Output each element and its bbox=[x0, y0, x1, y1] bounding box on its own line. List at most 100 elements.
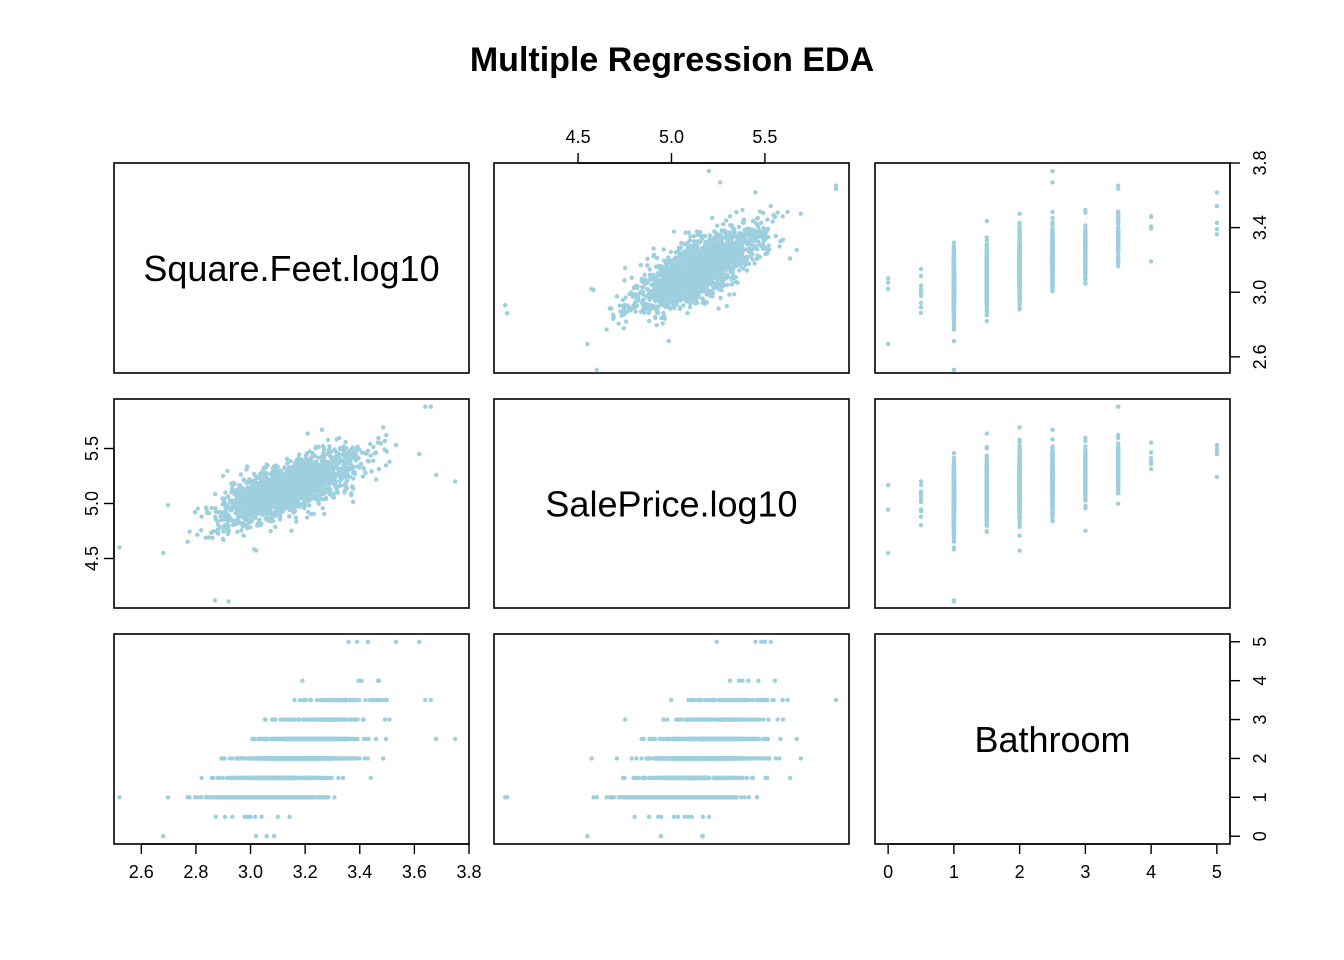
data-point bbox=[654, 255, 660, 261]
data-point bbox=[695, 232, 701, 238]
data-point bbox=[1017, 285, 1022, 290]
data-point bbox=[683, 276, 689, 281]
data-point bbox=[658, 302, 663, 307]
data-point bbox=[762, 227, 768, 232]
data-point bbox=[984, 318, 989, 324]
panel-price-vs-sqft bbox=[493, 162, 850, 374]
data-point bbox=[725, 246, 731, 251]
data-point bbox=[668, 249, 674, 255]
data-point bbox=[700, 251, 706, 256]
data-point bbox=[1017, 280, 1022, 285]
data-point bbox=[770, 219, 775, 224]
data-point bbox=[642, 310, 647, 315]
data-point bbox=[273, 524, 278, 530]
data-point bbox=[703, 301, 708, 306]
data-point bbox=[710, 283, 715, 289]
data-point bbox=[655, 264, 660, 269]
data-point bbox=[722, 234, 727, 240]
data-point bbox=[198, 528, 204, 533]
data-point bbox=[706, 168, 712, 174]
data-point bbox=[697, 280, 702, 285]
data-point bbox=[691, 268, 696, 274]
data-point bbox=[686, 248, 691, 253]
data-point bbox=[984, 291, 989, 296]
data-point bbox=[738, 241, 743, 246]
data-point bbox=[716, 306, 721, 311]
data-point bbox=[759, 231, 764, 236]
data-point bbox=[294, 519, 299, 524]
data-point bbox=[984, 272, 989, 277]
data-point bbox=[719, 228, 724, 233]
data-point bbox=[709, 277, 714, 283]
data-point bbox=[646, 288, 652, 294]
data-point bbox=[663, 267, 669, 273]
data-point bbox=[655, 271, 661, 276]
data-point bbox=[772, 214, 778, 220]
data-point bbox=[1116, 248, 1121, 253]
data-point bbox=[720, 280, 726, 285]
data-point bbox=[712, 247, 717, 253]
data-point bbox=[1050, 261, 1055, 266]
data-point bbox=[681, 303, 686, 308]
data-point bbox=[725, 241, 730, 247]
data-point bbox=[885, 286, 891, 292]
chart-title: Multiple Regression EDA bbox=[470, 41, 874, 79]
data-point bbox=[723, 229, 728, 234]
data-point bbox=[752, 246, 757, 251]
data-point bbox=[1050, 246, 1055, 252]
data-point bbox=[661, 258, 667, 263]
data-point bbox=[951, 285, 957, 291]
data-point bbox=[680, 292, 685, 297]
data-point bbox=[766, 243, 771, 248]
data-point bbox=[738, 231, 744, 236]
data-point bbox=[742, 231, 748, 236]
data-point bbox=[732, 260, 737, 265]
data-point bbox=[623, 319, 629, 324]
data-point bbox=[1017, 229, 1022, 234]
data-point bbox=[755, 215, 761, 221]
data-point bbox=[693, 301, 698, 306]
variable-label-sqft: Square.Feet.log10 bbox=[143, 248, 439, 289]
data-point bbox=[1017, 271, 1022, 276]
data-point bbox=[1050, 221, 1055, 226]
data-point bbox=[709, 271, 714, 276]
data-point bbox=[1083, 281, 1088, 286]
data-point bbox=[369, 469, 374, 474]
data-point bbox=[1116, 258, 1121, 264]
data-point bbox=[687, 298, 692, 304]
data-point bbox=[780, 214, 785, 219]
data-point bbox=[690, 245, 696, 251]
data-point bbox=[951, 278, 957, 283]
data-point bbox=[726, 255, 732, 261]
data-point bbox=[710, 290, 715, 296]
data-point bbox=[628, 290, 634, 295]
data-point bbox=[787, 256, 793, 261]
data-point bbox=[665, 262, 670, 268]
data-point bbox=[691, 278, 696, 283]
data-point bbox=[1214, 203, 1220, 209]
data-point bbox=[733, 251, 738, 257]
data-point bbox=[674, 265, 679, 270]
data-point bbox=[297, 452, 302, 457]
data-point bbox=[220, 473, 226, 478]
data-point bbox=[199, 514, 204, 519]
data-point bbox=[685, 263, 691, 268]
data-point bbox=[1214, 190, 1220, 195]
data-point bbox=[785, 209, 790, 215]
data-point bbox=[383, 463, 389, 468]
data-point bbox=[226, 494, 231, 499]
data-point bbox=[187, 529, 192, 534]
data-point bbox=[1083, 223, 1088, 228]
data-point bbox=[701, 268, 706, 273]
data-point bbox=[1050, 252, 1055, 257]
data-point bbox=[670, 305, 675, 310]
data-point bbox=[705, 275, 710, 281]
data-point bbox=[752, 261, 757, 266]
data-point bbox=[1083, 231, 1088, 236]
data-point bbox=[641, 297, 646, 302]
data-point bbox=[622, 265, 628, 271]
data-point bbox=[750, 257, 755, 262]
data-point bbox=[213, 491, 218, 497]
data-point bbox=[657, 278, 662, 283]
